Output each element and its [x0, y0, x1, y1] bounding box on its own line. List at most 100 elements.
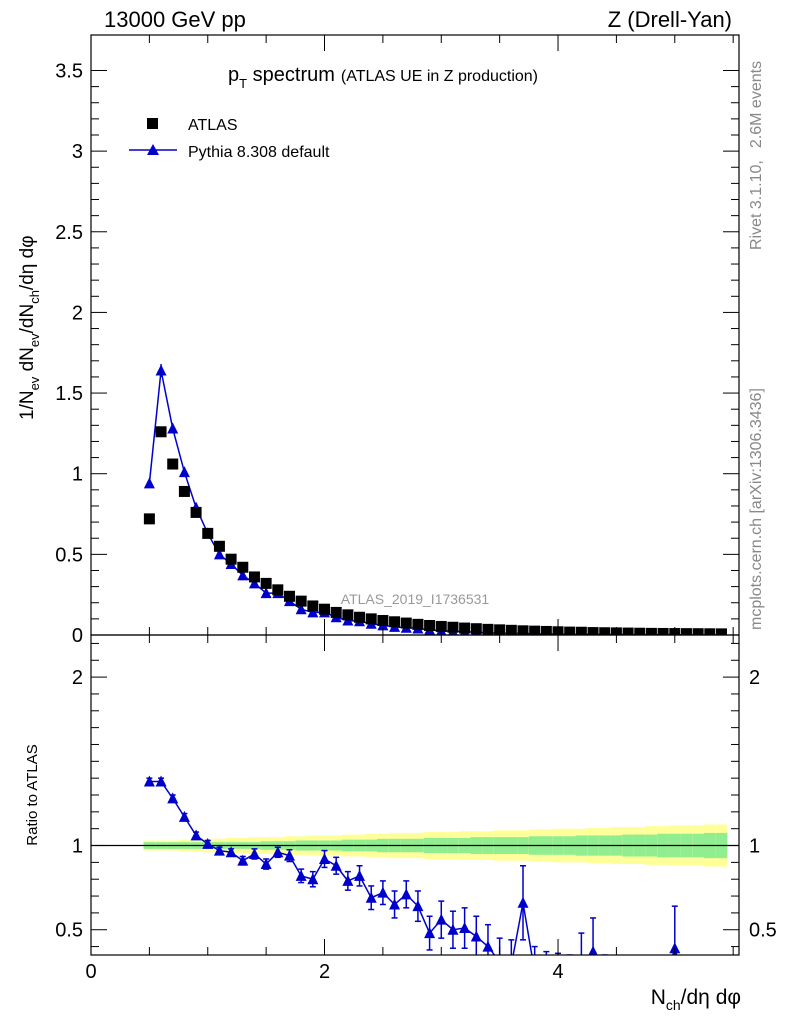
ratio-point: [424, 927, 436, 939]
ratio-ytick-label-right: 0.5: [749, 920, 777, 942]
ratio-point: [295, 869, 307, 881]
ratio-point: [541, 971, 552, 982]
ratio-point: [611, 976, 622, 987]
atlas-point: [447, 621, 459, 633]
atlas-point: [307, 600, 319, 612]
ratio-plot-area: [91, 775, 739, 990]
main-ytick-label: 3: [72, 141, 83, 163]
main-panel: ATLAS_2019_I1736531 0 0.5 1 1.5 2 2.5 3 3.5 pT …: [17, 34, 740, 647]
ratio-point: [599, 974, 610, 985]
atlas-point: [377, 614, 389, 626]
atlas-point: [319, 603, 331, 615]
atlas-point: [587, 627, 599, 635]
xtick-label: 2: [319, 961, 330, 983]
atlas-point: [342, 609, 354, 621]
ratio-point: [155, 775, 167, 787]
header-left: 13000 GeV pp: [104, 7, 246, 32]
ratio-point: [529, 966, 540, 977]
ratio-point: [342, 874, 354, 886]
legend-atlas-marker: [147, 118, 158, 129]
atlas-point: [622, 627, 634, 635]
atlas-point: [213, 540, 225, 552]
ratio-ytick-label: 2: [72, 667, 83, 689]
main-series-group: [143, 364, 727, 635]
ratio-point: [365, 891, 377, 903]
atlas-point: [715, 628, 727, 635]
atlas-point: [564, 626, 576, 635]
atlas-point: [248, 571, 260, 583]
atlas-point: [354, 611, 366, 623]
ratio-point: [377, 886, 389, 898]
ratio-y-axis-label: Ratio to ATLAS: [24, 744, 41, 845]
ratio-point: [202, 837, 214, 849]
atlas-point: [330, 606, 342, 618]
watermark: ATLAS_2019_I1736531: [341, 591, 490, 607]
ratio-point: [307, 873, 319, 885]
atlas-point: [260, 577, 272, 589]
ratio-point: [459, 922, 471, 934]
rivet-label: Rivet 3.1.10, 2.6M events: [748, 61, 765, 250]
atlas-point: [704, 628, 716, 635]
ratio-point: [330, 859, 342, 871]
ratio-point: [506, 959, 517, 970]
atlas-point: [412, 618, 424, 630]
main-plot-area: [143, 364, 727, 635]
atlas-point: [283, 590, 295, 602]
atlas-point: [143, 513, 155, 525]
atlas-point: [459, 622, 471, 634]
atlas-point: [575, 626, 587, 635]
x-axis-label: Nch/dη dφ: [651, 986, 741, 1013]
atlas-point: [680, 628, 692, 635]
atlas-point: [529, 625, 541, 635]
pythia-point: [307, 606, 319, 618]
atlas-point: [237, 561, 249, 573]
ratio-point: [482, 940, 494, 952]
ratio-point: [213, 844, 225, 856]
atlas-point: [202, 527, 214, 539]
ratio-series-group: [91, 775, 739, 990]
atlas-point: [365, 613, 377, 625]
atlas-point: [645, 627, 657, 635]
pythia-point: [143, 477, 155, 489]
ratio-axis-ticks: 0.5 0.5 1 1 2 2 0 2 4: [55, 635, 777, 983]
plot-title: pT spectrum (ATLAS UE in Z production): [228, 64, 538, 91]
atlas-point: [272, 584, 284, 596]
main-ytick-label: 1.5: [55, 383, 83, 405]
ratio-point: [190, 829, 202, 841]
main-ytick-label: 1: [72, 464, 83, 486]
main-y-axis-label: 1/Nev dNev/dNch/dη dφ: [17, 235, 42, 420]
atlas-point: [692, 628, 704, 635]
xtick-label: 4: [552, 961, 563, 983]
main-ytick-label: 2: [72, 302, 83, 324]
atlas-point: [400, 617, 412, 629]
ratio-point: [319, 853, 331, 864]
legend-atlas-label: ATLAS: [188, 117, 238, 134]
ratio-point: [517, 896, 529, 908]
ratio-point: [167, 792, 179, 804]
legend-pythia-label: Pythia 8.308 default: [188, 144, 330, 161]
legend-pythia-marker: [147, 144, 159, 155]
mcplots-label: mcplots.cern.ch [arXiv:1306.3436]: [748, 388, 765, 630]
atlas-point: [389, 616, 401, 628]
ratio-pythia-line: [149, 780, 678, 955]
ratio-point: [412, 900, 424, 912]
ratio-point: [447, 923, 459, 935]
atlas-point: [470, 623, 482, 635]
ratio-point: [494, 956, 505, 967]
xtick-label: 0: [85, 961, 96, 983]
pythia-point: [178, 466, 190, 478]
ratio-point: [143, 775, 155, 787]
ratio-point: [389, 898, 401, 910]
ratio-point: [634, 979, 645, 990]
pythia-point: [213, 548, 225, 560]
ratio-ytick-label-right: 1: [749, 836, 760, 858]
pythia-point: [237, 569, 249, 581]
ratio-point: [260, 858, 272, 870]
ratio-point: [272, 846, 284, 858]
header-right: Z (Drell-Yan): [608, 7, 732, 32]
atlas-point: [190, 506, 202, 518]
main-ytick-label: 0.5: [55, 544, 83, 566]
atlas-point: [634, 627, 646, 635]
pythia-point: [248, 577, 260, 589]
